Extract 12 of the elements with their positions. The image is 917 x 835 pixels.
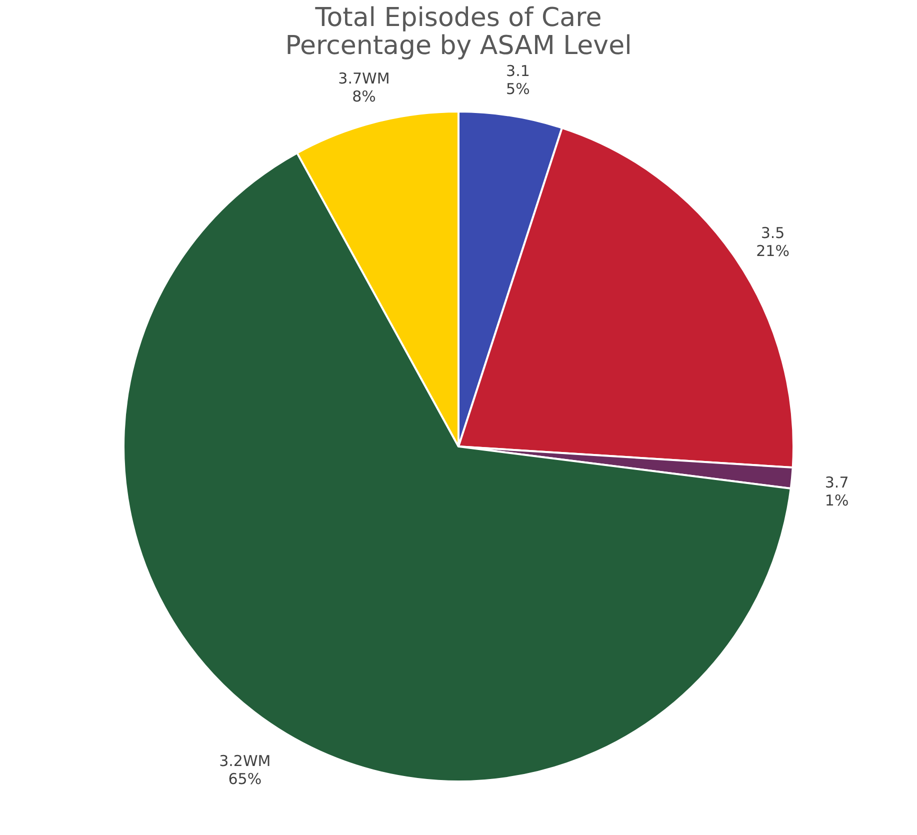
- slice-label: 3.2WM: [219, 752, 271, 770]
- slice-label: 3.5: [760, 224, 785, 242]
- slice-label: 3.7WM: [338, 69, 390, 88]
- data-label: 65%: [228, 770, 262, 788]
- slice-label: 3.1: [506, 62, 530, 80]
- data-label: 5%: [506, 80, 530, 98]
- data-label: 21%: [756, 242, 790, 260]
- text: Percentage by ASAM Level: [285, 31, 632, 61]
- text: Total Episodes of Care: [315, 3, 602, 33]
- data-label: 8%: [352, 87, 376, 106]
- slice-label: 3.7: [824, 473, 849, 492]
- data-label: 1%: [824, 491, 849, 510]
